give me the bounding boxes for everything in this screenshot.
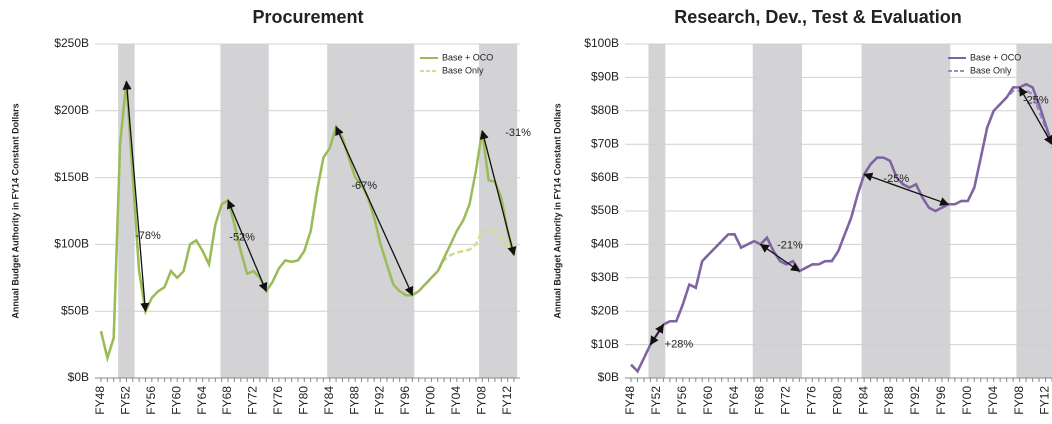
annotation: -52% <box>229 232 255 244</box>
y-tick-label: $40B <box>591 237 619 251</box>
chart-panel: Procurement Annual Budget Authority in FY… <box>10 7 531 415</box>
y-tick-label: $20B <box>591 303 619 317</box>
x-tick-label: FY92 <box>373 386 387 415</box>
x-tick-label: FY00 <box>424 386 438 415</box>
y-axis-label: Annual Budget Authority in FY14 Constant… <box>552 103 562 318</box>
x-tick-label: FY64 <box>727 386 741 415</box>
series-line <box>630 82 1052 374</box>
change-arrow <box>335 126 414 296</box>
x-tick-label: FY12 <box>500 386 514 415</box>
change-arrow <box>649 323 664 346</box>
change-arrow <box>227 199 268 292</box>
x-tick-label: FY92 <box>908 386 922 415</box>
change-arrow <box>1019 86 1052 145</box>
y-tick-label: $250B <box>54 36 89 50</box>
chart-title: Research, Dev., Test & Evaluation <box>674 7 961 27</box>
y-tick-label: $150B <box>54 170 89 184</box>
y-tick-label: $10B <box>591 337 619 351</box>
x-tick-label: FY52 <box>649 386 663 415</box>
annotation: -67% <box>351 180 377 192</box>
change-arrow <box>479 129 517 256</box>
x-tick-label: FY68 <box>753 386 767 415</box>
y-tick-label: $80B <box>591 103 619 117</box>
x-tick-label: FY48 <box>623 386 637 415</box>
x-tick-label: FY00 <box>960 386 974 415</box>
annotation: -21% <box>777 240 803 252</box>
shaded-period <box>327 44 415 378</box>
y-tick-label: $60B <box>591 170 619 184</box>
x-tick-label: FY68 <box>220 386 234 415</box>
x-tick-label: FY88 <box>347 386 361 415</box>
change-arrow <box>759 243 801 272</box>
annotation: -31% <box>505 127 531 139</box>
series-line <box>630 89 1052 374</box>
legend-label: Base Only <box>970 65 1012 75</box>
annotation: +28% <box>665 338 694 350</box>
y-tick-label: $90B <box>591 70 619 84</box>
y-axis-label: Annual Budget Authority in FY14 Constant… <box>10 103 20 318</box>
x-tick-label: FY52 <box>119 386 133 415</box>
x-tick-label: FY96 <box>934 386 948 415</box>
x-tick-label: FY48 <box>93 386 107 415</box>
x-tick-label: FY04 <box>986 386 1000 415</box>
x-tick-label: FY80 <box>296 386 310 415</box>
x-tick-label: FY88 <box>882 386 896 415</box>
change-arrow <box>863 172 950 206</box>
x-tick-label: FY64 <box>195 386 209 415</box>
x-tick-label: FY80 <box>830 386 844 415</box>
legend-label: Base + OCO <box>442 52 493 62</box>
y-tick-label: $50B <box>61 303 89 317</box>
x-tick-label: FY56 <box>144 386 158 415</box>
x-tick-label: FY76 <box>805 386 819 415</box>
annotation: -25% <box>1023 95 1049 107</box>
series-line <box>99 81 516 363</box>
x-tick-label: FY12 <box>1038 386 1052 415</box>
change-arrow <box>122 80 150 313</box>
y-tick-label: $70B <box>591 136 619 150</box>
y-tick-label: $50B <box>591 203 619 217</box>
series-line <box>99 81 515 363</box>
chart-title: Procurement <box>252 7 363 27</box>
annotation: -25% <box>883 173 909 185</box>
x-tick-label: FY72 <box>246 386 260 415</box>
y-tick-label: $30B <box>591 270 619 284</box>
x-tick-label: FY84 <box>322 386 336 415</box>
y-tick-label: $100B <box>54 237 89 251</box>
annotation: -78% <box>135 230 161 242</box>
x-tick-label: FY72 <box>779 386 793 415</box>
x-tick-label: FY84 <box>856 386 870 415</box>
y-tick-label: $0B <box>68 370 89 384</box>
x-tick-label: FY60 <box>701 386 715 415</box>
shaded-period <box>479 44 518 378</box>
x-tick-label: FY08 <box>1012 386 1026 415</box>
x-tick-label: FY60 <box>169 386 183 415</box>
x-tick-label: FY08 <box>474 386 488 415</box>
chart-panel: Research, Dev., Test & Evaluation Annual … <box>552 7 1052 415</box>
shaded-period <box>220 44 269 378</box>
legend-label: Base Only <box>442 65 484 75</box>
x-tick-label: FY76 <box>271 386 285 415</box>
x-tick-label: FY96 <box>398 386 412 415</box>
y-tick-label: $200B <box>54 103 89 117</box>
legend-label: Base + OCO <box>970 52 1021 62</box>
x-tick-label: FY04 <box>449 386 463 415</box>
x-tick-label: FY56 <box>675 386 689 415</box>
y-tick-label: $0B <box>598 370 619 384</box>
y-tick-label: $100B <box>584 36 619 50</box>
